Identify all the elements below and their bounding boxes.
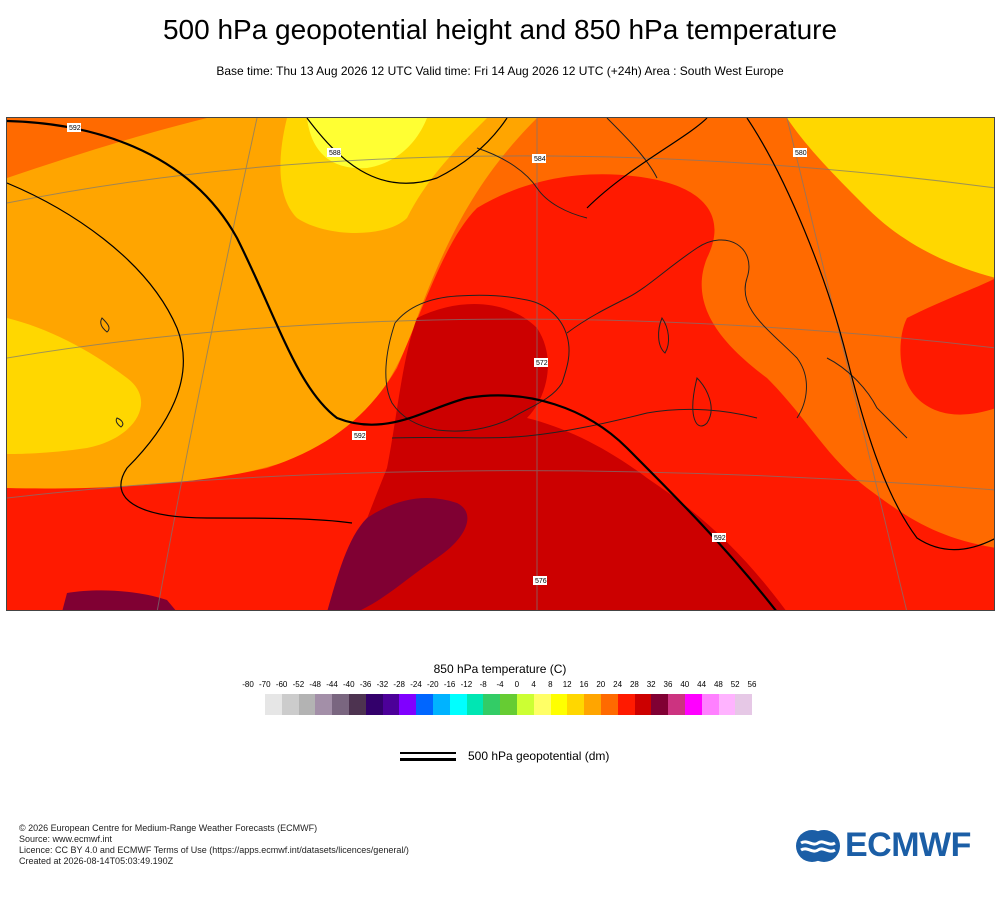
legend-tick: -28 [393, 680, 405, 689]
temp-band-24-28-east [900, 278, 994, 415]
footer-licence: Licence: CC BY 4.0 and ECMWF Terms of Us… [19, 845, 409, 855]
legend-swatch [617, 694, 635, 715]
legend-swatch [584, 694, 601, 715]
temp-band-32-36 [327, 498, 468, 610]
legend-swatch [449, 694, 467, 715]
legend-swatch [668, 694, 685, 715]
ecmwf-logo-icon [796, 829, 840, 862]
legend-swatch [432, 694, 450, 715]
legend-swatch [533, 694, 551, 715]
contour-label-e: 584 [534, 156, 546, 163]
legend-swatch [265, 694, 282, 715]
legend-tick: 28 [629, 680, 639, 689]
legend-swatch [483, 694, 501, 715]
legend-tick: -48 [309, 680, 321, 689]
footer-created: Created at 2026-08-14T05:03:49.190Z [19, 856, 174, 866]
contour-label-f: 580 [795, 150, 807, 157]
temperature-legend-ticks: -80 -70 -60 -52 -48 -44 -40 -36 -32 -28 -24 -20 -16-… [0, 680, 1000, 694]
contour-584 [7, 182, 353, 524]
contour-572 [746, 118, 994, 551]
legend-tick: -52 [292, 680, 305, 689]
legend-swatch [567, 694, 585, 715]
legend-tick: -8 [479, 680, 487, 689]
legend-swatch [399, 694, 417, 715]
legend-tick: -32 [376, 680, 389, 689]
legend-swatch [382, 694, 400, 715]
chart-subtitle: Base time: Thu 13 Aug 2026 12 UTC Valid … [216, 64, 784, 78]
legend-swatch [516, 694, 534, 715]
legend-swatch [634, 694, 652, 715]
legend-swatch [651, 694, 669, 715]
legend-tick: -4 [496, 680, 504, 689]
legend-tick: 12 [562, 680, 572, 689]
contour-label-g: 576 [535, 578, 547, 585]
legend-tick: -24 [410, 680, 422, 689]
contour-label-c: 592 [714, 535, 726, 542]
contour-576 [586, 118, 708, 209]
temperature-legend-title: 850 hPa temperature (C) [433, 662, 567, 676]
legend-swatch [718, 694, 736, 715]
legend-swatch [281, 694, 299, 715]
legend-tick: 4 [531, 680, 536, 689]
legend-swatch [466, 694, 484, 715]
temperature-colorbar [265, 694, 753, 715]
legend-swatch [298, 694, 316, 715]
temp-band-32-36-south [62, 590, 176, 610]
contour-label-a: 592 [69, 125, 81, 132]
legend-swatch [315, 694, 333, 715]
legend-swatch [500, 694, 517, 715]
temp-band-12-16-east [787, 118, 994, 278]
legend-swatch [365, 694, 383, 715]
legend-swatch [332, 694, 349, 715]
legend-tick: 16 [579, 680, 589, 689]
temp-band-12-16-west [7, 318, 142, 454]
legend-tick: 48 [713, 680, 723, 689]
geopotential-contours [7, 118, 994, 610]
legend-tick: -12 [460, 680, 473, 689]
map-svg: 592 592 592 588 584 580 576 572 [7, 118, 994, 610]
geopotential-legend-label: 500 hPa geopotential (dm) [468, 749, 610, 763]
legend-tick: -16 [443, 680, 456, 689]
ecmwf-logo: ECMWF [795, 826, 971, 865]
legend-swatch [550, 694, 568, 715]
legend-swatch [416, 694, 433, 715]
geopotential-legend: 500 hPa geopotential (dm) [400, 748, 609, 764]
contour-label-group: 592 592 592 588 584 580 576 572 [67, 123, 807, 585]
legend-tick: 40 [680, 680, 690, 689]
footer-source: Source: www.ecmwf.int [19, 834, 113, 844]
legend-tick: 0 [514, 680, 520, 689]
legend-tick: -70 [259, 680, 271, 689]
legend-tick: -36 [359, 680, 372, 689]
chart-title: 500 hPa geopotential height and 850 hPa … [162, 14, 838, 45]
legend-swatch [348, 694, 366, 715]
legend-swatch [735, 694, 753, 715]
contour-label-d: 588 [329, 150, 341, 157]
legend-tick: 32 [646, 680, 656, 689]
legend-tick: -40 [343, 680, 355, 689]
legend-tick: -20 [427, 680, 439, 689]
legend-tick: 20 [596, 680, 606, 689]
contour-label-b: 592 [354, 433, 366, 440]
weather-map[interactable]: 592 592 592 588 584 580 576 572 [6, 117, 995, 611]
legend-tick: -60 [275, 680, 288, 689]
legend-tick: -80 [242, 680, 254, 689]
legend-tick: 36 [663, 680, 673, 689]
ecmwf-logo-text: ECMWF [845, 826, 971, 864]
legend-tick: 44 [697, 680, 707, 689]
legend-swatch [684, 694, 702, 715]
legend-tick: 56 [747, 680, 757, 689]
legend-tick: 52 [730, 680, 740, 689]
geopotential-line-icon [400, 751, 456, 761]
legend-tick: 8 [548, 680, 553, 689]
footer-credits: © 2026 European Centre for Medium-Range … [19, 823, 409, 867]
contour-588 [7, 119, 777, 610]
contour-label-h: 572 [536, 360, 548, 367]
footer-copyright: © 2026 European Centre for Medium-Range … [19, 823, 318, 833]
legend-swatch [600, 694, 618, 715]
legend-swatch [701, 694, 719, 715]
coastlines [100, 118, 908, 439]
legend-tick: -44 [326, 680, 338, 689]
legend-tick: 24 [613, 680, 623, 689]
